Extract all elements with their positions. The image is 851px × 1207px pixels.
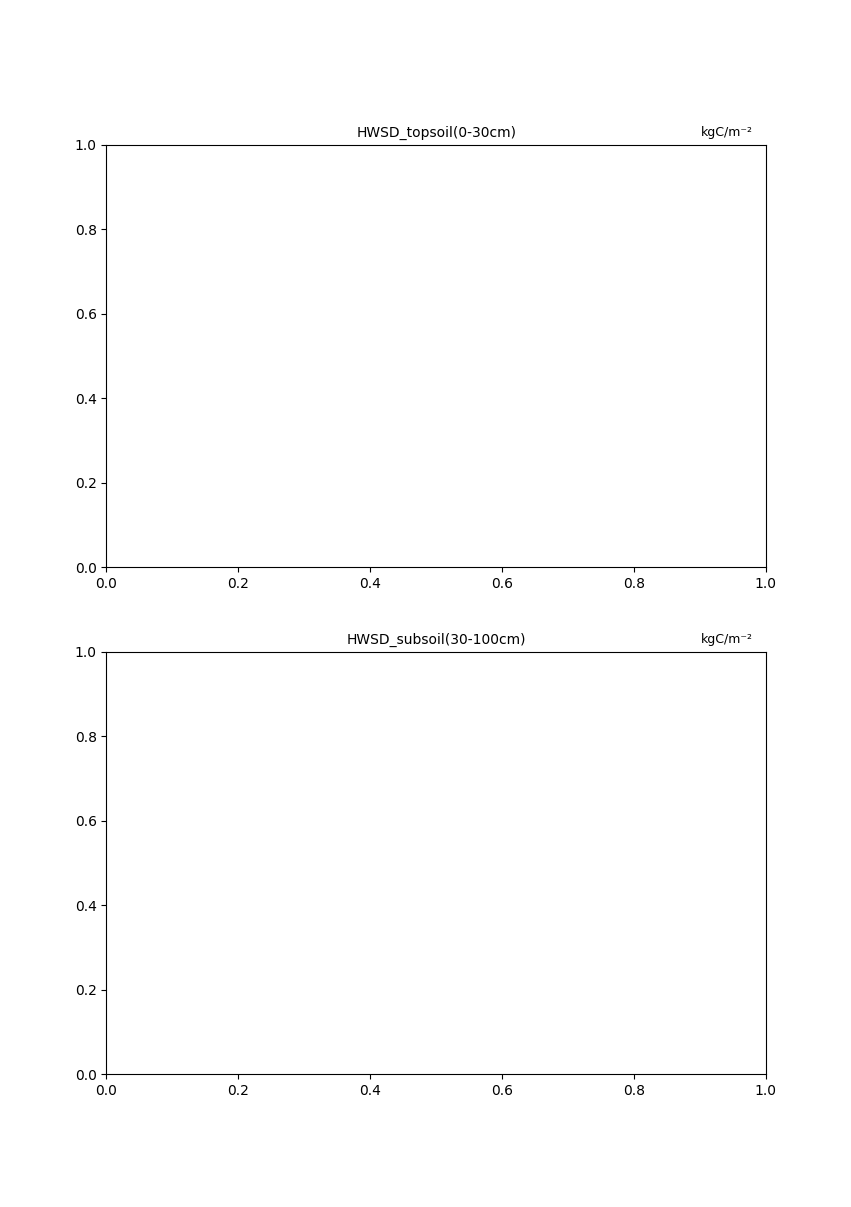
Text: kgC/m⁻²: kgC/m⁻² — [700, 127, 752, 139]
Title: HWSD_subsoil(30-100cm): HWSD_subsoil(30-100cm) — [346, 632, 526, 647]
Title: HWSD_topsoil(0-30cm): HWSD_topsoil(0-30cm) — [356, 126, 517, 140]
Text: kgC/m⁻²: kgC/m⁻² — [700, 634, 752, 646]
